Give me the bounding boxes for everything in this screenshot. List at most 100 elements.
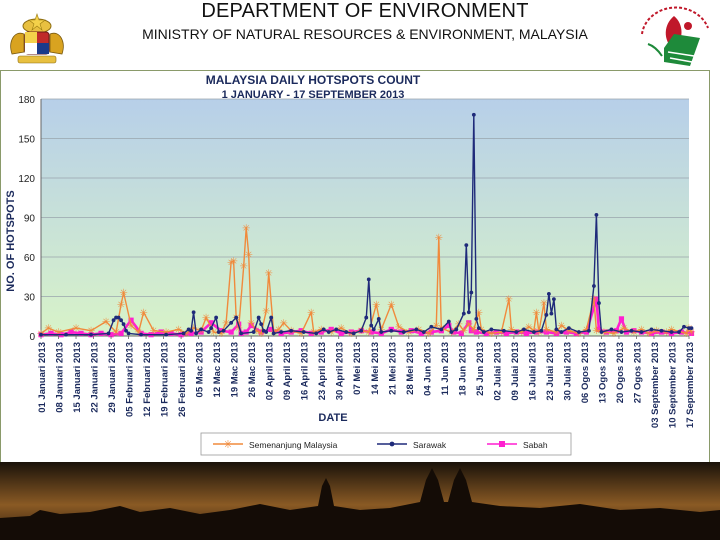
svg-text:✳: ✳	[223, 439, 232, 451]
x-tick-label: 16 Julai 2013	[527, 342, 538, 401]
data-point	[372, 328, 376, 332]
data-point: ✳	[264, 268, 272, 279]
data-point	[429, 325, 433, 329]
data-point	[549, 312, 553, 316]
data-point	[439, 328, 443, 332]
data-point	[302, 330, 306, 334]
ministry-crest-logo	[4, 4, 70, 66]
data-point: ✳	[239, 262, 247, 273]
y-tick-label: 60	[24, 253, 36, 264]
y-tick-label: 120	[18, 174, 35, 185]
data-point	[620, 330, 624, 334]
data-point	[182, 331, 186, 335]
x-tick-label: 18 Jun 2013	[457, 342, 468, 396]
data-point	[567, 326, 571, 330]
data-point	[482, 330, 486, 334]
data-point	[682, 325, 686, 329]
data-point	[449, 330, 453, 334]
data-point	[239, 331, 243, 335]
data-point	[630, 329, 634, 333]
data-point	[327, 330, 331, 334]
data-point	[214, 316, 218, 320]
data-point	[619, 316, 624, 321]
x-tick-label: 12 Februari 2013	[142, 342, 153, 417]
x-tick-label: 20 Ogos 2013	[615, 342, 626, 403]
data-point	[610, 328, 614, 332]
data-point: ✳	[117, 300, 125, 311]
x-tick-label: 11 Jun 2013	[440, 342, 451, 395]
chart-subtitle: 1 JANUARY - 17 SEPTEMBER 2013	[222, 89, 405, 101]
data-point	[379, 330, 383, 334]
data-point	[577, 330, 581, 334]
data-point	[139, 333, 143, 337]
data-point	[217, 330, 221, 334]
y-tick-label: 30	[24, 293, 36, 304]
x-tick-label: 14 Mei 2013	[370, 342, 381, 395]
data-point	[595, 213, 599, 217]
data-point	[269, 316, 273, 320]
x-tick-label: 09 April 2013	[282, 342, 293, 400]
data-point	[402, 330, 406, 334]
data-point	[547, 292, 551, 296]
data-point	[344, 330, 348, 334]
data-point	[252, 330, 256, 334]
data-point	[489, 328, 493, 332]
data-point	[199, 328, 203, 332]
data-point	[229, 321, 233, 325]
data-point	[229, 329, 234, 334]
data-point	[640, 330, 644, 334]
data-point: ✳	[72, 324, 80, 335]
data-point	[334, 328, 338, 332]
data-point	[64, 333, 68, 337]
x-tick-label: 29 Januari 2013	[107, 342, 118, 413]
x-tick-label: 28 Mei 2013	[405, 342, 416, 395]
data-point	[314, 331, 318, 335]
data-point	[477, 326, 481, 330]
data-point: ✳	[590, 295, 598, 306]
x-tick-label: 05 Mac 2013	[195, 342, 206, 397]
data-point	[464, 243, 468, 247]
data-point	[670, 330, 674, 334]
data-point	[467, 310, 471, 314]
header-title: DEPARTMENT OF ENVIRONMENT	[0, 0, 720, 23]
data-point	[279, 330, 283, 334]
x-tick-label: 09 Julai 2013	[510, 342, 521, 401]
data-point	[650, 328, 654, 332]
x-tick-label: 19 Mac 2013	[230, 342, 241, 397]
data-point: ✳	[372, 300, 380, 311]
x-tick-label: 26 Februari 2013	[177, 342, 188, 417]
data-point: ✳	[337, 324, 345, 335]
x-axis-label: DATE	[318, 412, 347, 424]
data-point: ✳	[387, 300, 395, 311]
data-point: ✳	[139, 308, 147, 319]
data-point	[257, 316, 261, 320]
data-point	[544, 313, 548, 317]
data-point	[222, 329, 226, 333]
data-point: ✳	[202, 313, 210, 324]
data-point: ✳	[542, 325, 550, 336]
legend: ✳ Semenanjung Malaysia Sarawak Sabah	[201, 433, 571, 455]
data-point	[597, 301, 601, 305]
data-point	[472, 113, 476, 117]
data-point: ✳	[44, 324, 52, 335]
data-point: ✳	[435, 233, 443, 244]
y-tick-label: 90	[24, 214, 36, 225]
data-point: ✳	[112, 328, 120, 339]
x-tick-label: 19 Februari 2013	[160, 342, 171, 417]
x-tick-label: 06 Ogos 2013	[580, 342, 591, 403]
data-point	[514, 330, 518, 334]
x-tick-label: 02 April 2013	[265, 342, 276, 400]
data-point: ✳	[307, 308, 315, 319]
data-point: ✳	[229, 256, 237, 267]
data-point	[207, 330, 211, 334]
data-point	[560, 330, 564, 334]
x-tick-label: 15 Januari 2013	[72, 342, 83, 413]
data-point	[107, 331, 111, 335]
data-point: ✳	[652, 326, 660, 337]
data-point	[209, 326, 213, 330]
data-point	[447, 320, 451, 324]
data-point: ✳	[507, 325, 515, 336]
chart-title: MALAYSIA DAILY HOTSPOTS COUNT	[206, 73, 421, 87]
data-point	[592, 284, 596, 288]
data-point	[367, 277, 371, 281]
